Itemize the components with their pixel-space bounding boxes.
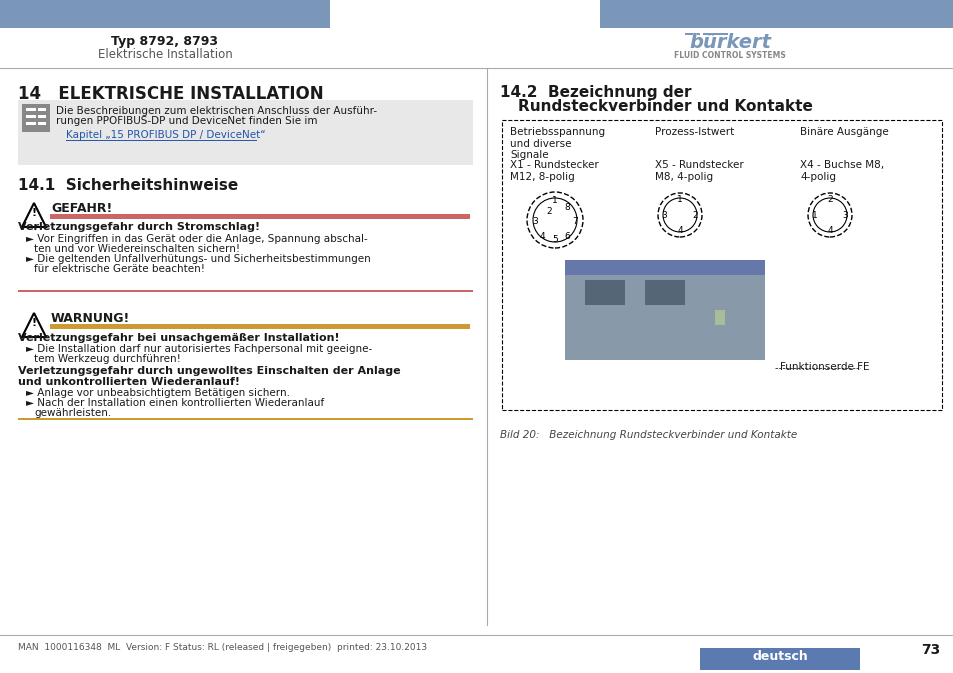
Text: 73: 73: [920, 643, 939, 657]
Text: X5 - Rundstecker
M8, 4-polig: X5 - Rundstecker M8, 4-polig: [655, 160, 743, 182]
Text: 1: 1: [811, 211, 817, 219]
Text: 4: 4: [539, 232, 545, 241]
Text: 3: 3: [661, 211, 667, 219]
Text: Kapitel „15 PROFIBUS DP / DeviceNet“: Kapitel „15 PROFIBUS DP / DeviceNet“: [66, 130, 265, 140]
Bar: [584, 280, 624, 305]
Text: Binäre Ausgänge: Binäre Ausgänge: [800, 127, 888, 137]
Bar: [26, 122, 36, 125]
Text: 5: 5: [552, 236, 558, 244]
Text: ► Nach der Installation einen kontrollierten Wiederanlauf: ► Nach der Installation einen kontrollie…: [26, 398, 324, 408]
Text: X1 - Rundstecker
M12, 8-polig: X1 - Rundstecker M12, 8-polig: [510, 160, 598, 182]
Bar: [18, 290, 473, 292]
Bar: [0, 0, 330, 28]
Text: 6: 6: [564, 232, 570, 241]
Bar: [714, 310, 724, 325]
Text: bürkert: bürkert: [688, 32, 770, 52]
Bar: [22, 104, 50, 132]
Polygon shape: [22, 203, 46, 227]
Text: gewährleisten.: gewährleisten.: [34, 408, 112, 418]
Bar: [50, 214, 470, 219]
Text: WARNUNG!: WARNUNG!: [51, 312, 131, 325]
Bar: [564, 260, 764, 360]
Text: für elektrische Geräte beachten!: für elektrische Geräte beachten!: [34, 264, 205, 274]
Bar: [599, 0, 953, 28]
Bar: [644, 280, 684, 305]
Text: Verletzungsgefahr bei unsachgemäßer Installation!: Verletzungsgefahr bei unsachgemäßer Inst…: [18, 333, 339, 343]
Text: ► Die Installation darf nur autorisiertes Fachpersonal mit geeigne-: ► Die Installation darf nur autorisierte…: [26, 344, 372, 354]
Bar: [564, 260, 764, 275]
Bar: [38, 108, 46, 111]
Bar: [50, 324, 470, 329]
Text: 2: 2: [826, 195, 832, 204]
Text: 14   ELEKTRISCHE INSTALLATION: 14 ELEKTRISCHE INSTALLATION: [18, 85, 323, 103]
Bar: [700, 648, 859, 670]
Text: 14.1  Sicherheitshinweise: 14.1 Sicherheitshinweise: [18, 178, 238, 193]
Bar: [38, 115, 46, 118]
Text: ten und vor Wiedereinschalten sichern!: ten und vor Wiedereinschalten sichern!: [34, 244, 240, 254]
Text: Elektrische Installation: Elektrische Installation: [97, 48, 233, 61]
Text: Die Beschreibungen zum elektrischen Anschluss der Ausführ-: Die Beschreibungen zum elektrischen Ansc…: [56, 106, 376, 116]
Text: !: !: [31, 318, 36, 328]
Bar: [38, 122, 46, 125]
Text: Typ 8792, 8793: Typ 8792, 8793: [112, 36, 218, 48]
Bar: [18, 100, 473, 165]
Text: ► Anlage vor unbeabsichtigtem Betätigen sichern.: ► Anlage vor unbeabsichtigtem Betätigen …: [26, 388, 290, 398]
Text: ► Vor Eingriffen in das Gerät oder die Anlage, Spannung abschal-: ► Vor Eingriffen in das Gerät oder die A…: [26, 234, 367, 244]
Text: FLUID CONTROL SYSTEMS: FLUID CONTROL SYSTEMS: [674, 52, 785, 61]
Text: 7: 7: [572, 217, 578, 226]
Bar: [26, 108, 36, 111]
Text: 8: 8: [564, 203, 570, 212]
Text: rungen PPOFIBUS-DP und DeviceNet finden Sie im: rungen PPOFIBUS-DP und DeviceNet finden …: [56, 116, 317, 126]
Text: Verletzungsgefahr durch Stromschlag!: Verletzungsgefahr durch Stromschlag!: [18, 222, 260, 232]
Text: Prozess-Istwert: Prozess-Istwert: [655, 127, 734, 137]
Text: GEFAHR!: GEFAHR!: [51, 202, 112, 215]
Text: Bild 20:   Bezeichnung Rundsteckverbinder und Kontakte: Bild 20: Bezeichnung Rundsteckverbinder …: [499, 430, 797, 440]
Bar: [684, 33, 692, 35]
FancyBboxPatch shape: [501, 120, 941, 410]
Text: Funktionserde FE: Funktionserde FE: [780, 362, 869, 372]
Text: 4: 4: [677, 226, 682, 235]
Text: 1: 1: [677, 195, 682, 204]
Text: Betriebsspannung
und diverse
Signale: Betriebsspannung und diverse Signale: [510, 127, 604, 160]
Text: deutsch: deutsch: [751, 650, 807, 663]
Bar: [26, 115, 36, 118]
Text: 2: 2: [546, 207, 552, 215]
Text: X4 - Buchse M8,
4-polig: X4 - Buchse M8, 4-polig: [800, 160, 883, 182]
Bar: [18, 418, 473, 420]
Polygon shape: [22, 313, 46, 337]
Bar: [697, 33, 700, 35]
Text: ► Die geltenden Unfallverhütungs- und Sicherheitsbestimmungen: ► Die geltenden Unfallverhütungs- und Si…: [26, 254, 371, 264]
Text: 3: 3: [532, 217, 537, 226]
Text: 2: 2: [692, 211, 698, 219]
Text: Verletzungsgefahr durch ungewolltes Einschalten der Anlage: Verletzungsgefahr durch ungewolltes Eins…: [18, 366, 400, 376]
Text: !: !: [31, 208, 36, 218]
Text: Rundsteckverbinder und Kontakte: Rundsteckverbinder und Kontakte: [517, 99, 812, 114]
Text: 14.2  Bezeichnung der: 14.2 Bezeichnung der: [499, 85, 691, 100]
Text: 1: 1: [552, 196, 558, 205]
Text: 4: 4: [826, 226, 832, 235]
Text: und unkontrollierten Wiederanlauf!: und unkontrollierten Wiederanlauf!: [18, 377, 240, 387]
Bar: [702, 33, 727, 35]
Text: 3: 3: [841, 211, 847, 219]
Text: tem Werkzeug durchführen!: tem Werkzeug durchführen!: [34, 354, 181, 364]
Text: MAN  1000116348  ML  Version: F Status: RL (released | freigegeben)  printed: 23: MAN 1000116348 ML Version: F Status: RL …: [18, 643, 427, 652]
